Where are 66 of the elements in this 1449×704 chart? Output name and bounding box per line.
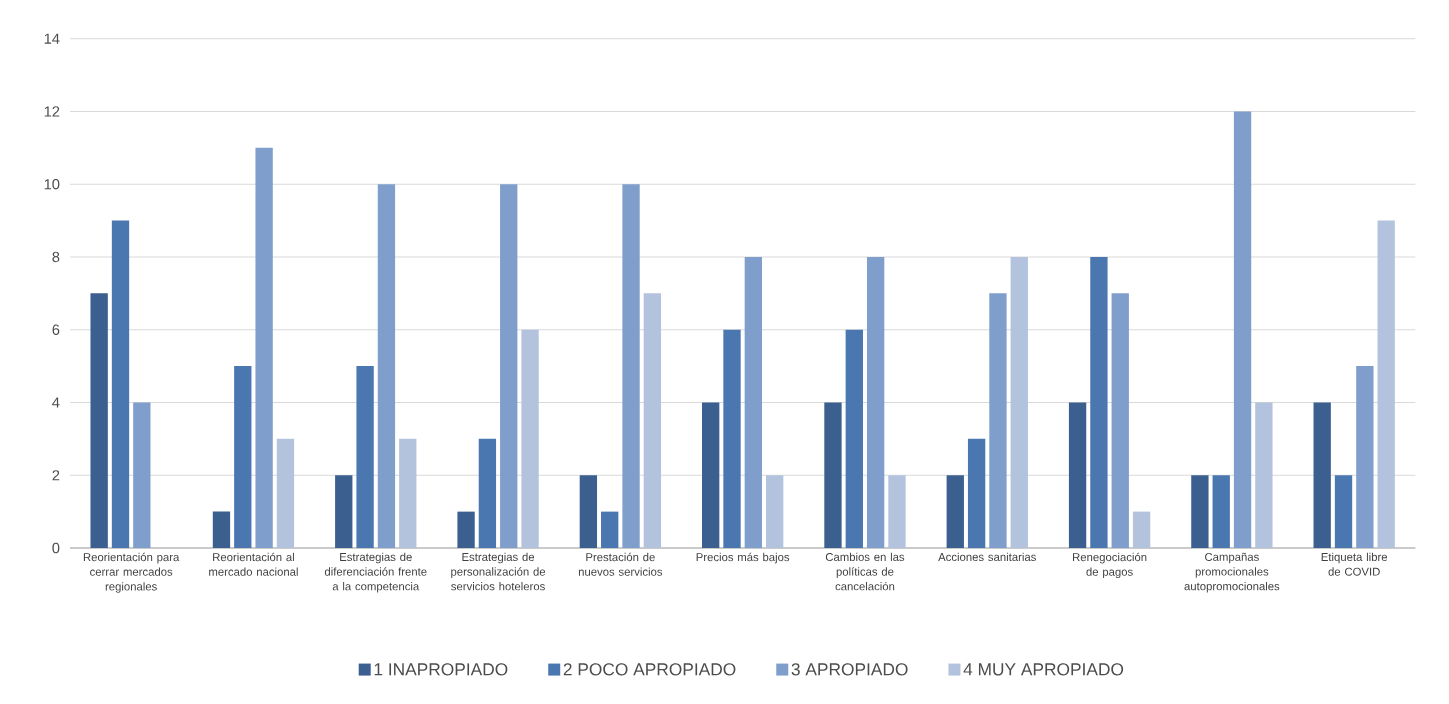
bar — [744, 256, 762, 548]
bar — [824, 402, 842, 548]
bar — [967, 438, 986, 548]
bar — [845, 329, 863, 548]
x-tick-label: Cambios en las políticas de cancelación — [825, 552, 905, 591]
bar — [723, 329, 741, 548]
x-tick-label: Estrategias de personalización de servicios hoteleros — [451, 552, 546, 591]
y-tick-label: 10 — [44, 179, 60, 190]
bar — [212, 511, 231, 548]
bar — [111, 220, 130, 548]
bar — [255, 147, 273, 548]
bar — [1255, 402, 1273, 548]
y-tick-label: 2 — [52, 470, 60, 481]
bar — [702, 402, 720, 548]
bar — [601, 511, 619, 548]
bar — [90, 293, 108, 548]
bar — [500, 184, 518, 548]
bar — [234, 366, 252, 548]
bar — [478, 438, 497, 548]
legend-label: 4 MUY APROPIADO — [963, 663, 1124, 676]
y-tick-label: 8 — [52, 251, 60, 263]
x-tick-label: Acciones sanitarias — [938, 552, 1036, 562]
bar — [1212, 475, 1230, 548]
bar — [1068, 402, 1087, 548]
y-tick-label: 14 — [44, 33, 60, 44]
bar — [1132, 511, 1151, 548]
bar — [457, 511, 475, 548]
bar — [335, 475, 353, 548]
x-tick-label: Campañas promocionales autopromocionales — [1184, 552, 1280, 593]
bar — [399, 438, 417, 548]
bar — [356, 366, 374, 548]
bar — [946, 475, 964, 548]
bar — [1111, 293, 1129, 548]
legend-label: 3 APROPIADO — [791, 663, 908, 676]
bar — [766, 475, 784, 548]
x-tick-label: Estrategias de diferenciación frente a la competencia — [324, 552, 427, 593]
x-tick-label: Prestación de nuevos servicios — [578, 552, 663, 576]
bar — [888, 475, 906, 548]
y-tick-label: 4 — [52, 397, 60, 408]
bar — [643, 293, 662, 548]
legend-label: 2 POCO APROPIADO — [563, 663, 736, 676]
bar — [989, 293, 1007, 548]
x-tick-label: Etiqueta libre de COVID — [1321, 552, 1388, 576]
bar — [1090, 256, 1108, 548]
y-tick-label: 6 — [52, 324, 60, 335]
bar — [1377, 220, 1395, 548]
bar — [1356, 366, 1374, 548]
y-tick-label: 0 — [52, 542, 60, 554]
legend-label: 1 INAPROPIADO — [374, 663, 508, 676]
bar — [1313, 402, 1331, 548]
x-tick-label: Reorientación para cerrar mercados regionales — [83, 552, 180, 593]
bar — [1010, 256, 1028, 548]
bar — [622, 184, 640, 548]
bar — [1233, 111, 1252, 548]
x-tick-label: Precios más bajos — [696, 552, 790, 564]
y-tick-label: 12 — [44, 106, 60, 117]
bar — [133, 402, 151, 548]
bar — [1334, 475, 1353, 548]
bar — [1191, 475, 1209, 548]
bar — [377, 184, 396, 548]
bar — [521, 329, 539, 548]
x-tick-label: Renegociación de pagos — [1073, 552, 1147, 579]
x-tick-label: Reorientación al mercado nacional — [209, 552, 298, 576]
bar — [866, 256, 885, 548]
bar — [276, 438, 295, 548]
bar — [579, 475, 598, 548]
